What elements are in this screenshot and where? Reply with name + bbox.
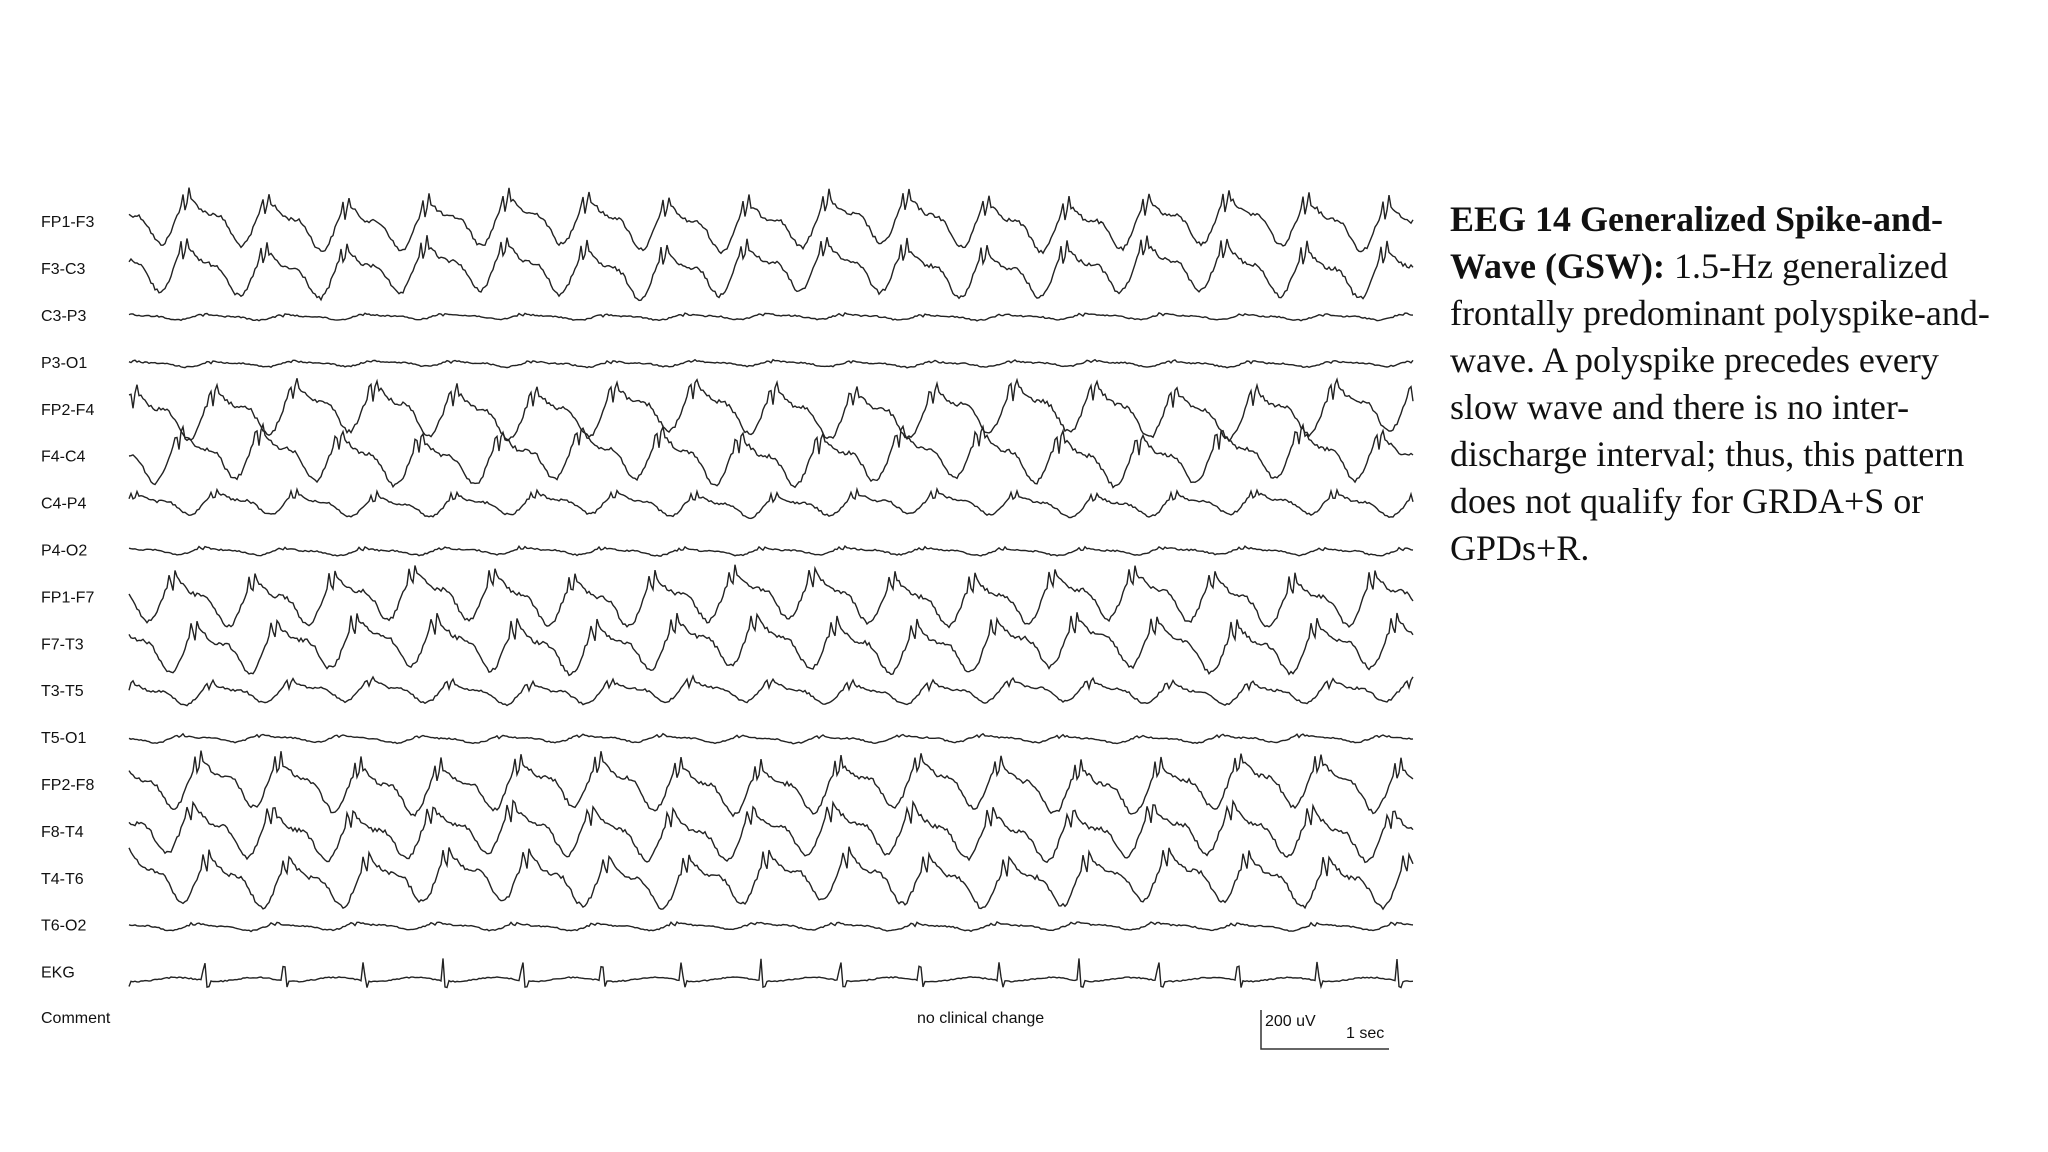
scale-amplitude: 200 uV [1265,1013,1316,1030]
eeg-trace [128,486,1414,520]
channel-label: F7-T3 [41,636,84,653]
scale-bar [1260,1010,1389,1050]
eeg-trace [128,235,1414,302]
channel-label: FP2-F8 [41,777,94,794]
eeg-trace [128,674,1414,707]
eeg-trace [128,958,1414,990]
channel-label: T3-T5 [41,683,84,700]
channel-label: T5-O1 [41,730,86,747]
eeg-trace [128,545,1414,557]
channel-label: F8-T4 [41,824,84,841]
channel-label: C3-P3 [41,308,86,325]
caption-text: 1.5-Hz generalized frontally predominant… [1450,246,1990,568]
channel-label: FP1-F7 [41,589,94,606]
channel-label: FP2-F4 [41,402,94,419]
eeg-trace [128,187,1414,255]
channel-label: C4-P4 [41,496,86,513]
eeg-trace [128,377,1414,443]
channel-label: T6-O2 [41,918,86,935]
comment-label: Comment [41,1010,111,1027]
eeg-trace [128,564,1414,629]
channel-label: F3-C3 [41,261,86,278]
channel-label: F4-C4 [41,449,86,466]
eeg-trace [128,732,1414,745]
eeg-trace [128,612,1414,677]
caption: EEG 14 Generalized Spike-and-Wave (GSW):… [1450,196,2010,572]
eeg-trace [128,421,1414,489]
eeg-trace [128,311,1413,322]
eeg-trace [128,750,1414,818]
caption-title: EEG 14 Generalized Spike-and-Wave (GSW): [1450,199,1944,286]
channel-label: P3-O1 [41,355,87,372]
channel-label: T4-T6 [41,871,84,888]
eeg-trace [128,799,1414,864]
comment: no clinical change [917,1010,1044,1027]
channel-label: P4-O2 [41,543,87,560]
eeg-trace [128,846,1414,911]
channel-label: FP1-F3 [41,214,94,231]
eeg-recording: Comment no clinical change 200 uV 1 sec … [41,187,1414,1050]
eeg-trace [128,920,1414,933]
eeg-trace [128,358,1414,369]
channel-label: EKG [41,965,75,982]
scale-time: 1 sec [1346,1025,1384,1042]
